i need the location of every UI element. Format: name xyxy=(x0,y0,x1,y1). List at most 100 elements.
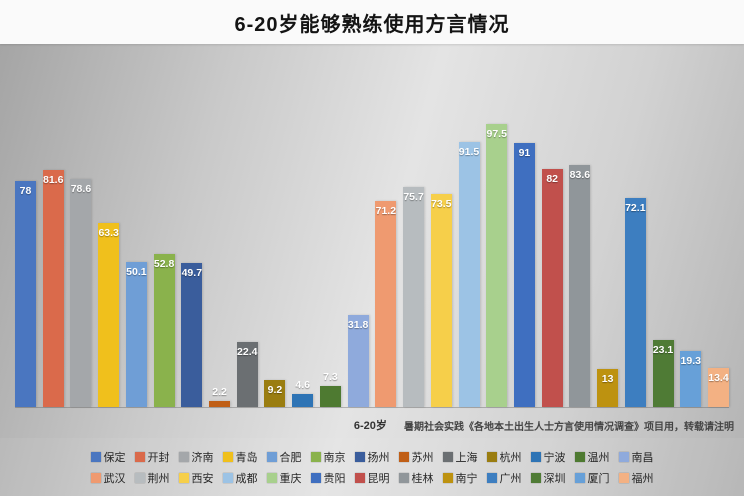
legend-swatch xyxy=(442,451,453,462)
legend-item-25: 厦门 xyxy=(574,470,610,486)
legend-item-16: 西安 xyxy=(178,470,214,486)
legend-label: 保定 xyxy=(103,451,126,464)
bar-group-1: 78 xyxy=(15,107,36,407)
legend-label: 成都 xyxy=(235,472,258,485)
bar-value-label: 13 xyxy=(601,373,614,385)
bar-group-2: 81.6 xyxy=(42,107,64,407)
legend-swatch xyxy=(134,472,145,483)
bar-15 xyxy=(403,187,425,407)
bar-18 xyxy=(486,124,508,407)
legend-label: 合肥 xyxy=(279,451,302,464)
legend-label: 济南 xyxy=(191,451,214,464)
bar-8 xyxy=(209,401,231,407)
legend-swatch xyxy=(90,451,101,462)
bar-value-label: 63.3 xyxy=(98,227,119,239)
bar-group-19: 91 xyxy=(513,107,535,407)
bar-value-label: 82 xyxy=(546,173,558,185)
bar-value-label: 73.5 xyxy=(431,198,452,210)
bar-1 xyxy=(15,181,36,407)
legend-label: 广州 xyxy=(499,472,522,485)
legend-item-24: 深圳 xyxy=(530,470,566,486)
bar-16 xyxy=(430,194,452,407)
bar-value-label: 97.5 xyxy=(486,128,507,140)
legend-item-3: 济南 xyxy=(178,449,214,465)
legend-swatch xyxy=(486,451,497,462)
bar-value-label: 83.6 xyxy=(569,169,591,181)
bar-value-label: 91.5 xyxy=(458,146,480,158)
legend-item-26: 福州 xyxy=(618,470,654,486)
bar-19 xyxy=(513,143,535,407)
bar-value-label: 78.6 xyxy=(70,183,92,195)
plot-area: 78 81.6 78.6 63.3 50.1 52.8 49.7 2.2 22.4 9.2 4.6 7… xyxy=(0,44,744,438)
bar-value-label: 49.7 xyxy=(181,267,203,279)
bar-value-label: 13.4 xyxy=(708,372,729,384)
bar-value-label: 81.6 xyxy=(43,174,64,186)
bar-group-10: 9.2 xyxy=(264,107,286,407)
legend-swatch xyxy=(222,472,233,483)
bar-group-22: 13 xyxy=(597,107,619,407)
legend-label: 南京 xyxy=(323,451,346,464)
legend-swatch xyxy=(574,472,585,483)
bar-group-8: 2.2 xyxy=(209,107,231,407)
legend-item-15: 荆州 xyxy=(134,470,170,486)
bar-11 xyxy=(292,394,314,407)
legend-label: 厦门 xyxy=(587,472,610,485)
bar-25 xyxy=(680,351,702,407)
legend-row-2: 武汉 荆州 西安 成都 重庆 贵阳 昆明 桂林 南宁 广州 深圳 厦门 福州 xyxy=(0,470,744,486)
bar-group-24: 23.1 xyxy=(652,107,674,407)
bar-group-14: 71.2 xyxy=(375,107,397,407)
bar-2 xyxy=(42,170,64,407)
legend-label: 开封 xyxy=(147,451,170,464)
bar-group-25: 19.3 xyxy=(680,107,702,407)
bar-21 xyxy=(569,165,591,407)
legend-item-17: 成都 xyxy=(222,470,258,486)
bar-4 xyxy=(98,223,120,407)
legend-label: 西安 xyxy=(191,472,214,485)
legend-swatch xyxy=(178,472,189,483)
bar-value-label: 71.2 xyxy=(375,205,397,217)
bar-group-18: 97.5 xyxy=(486,107,508,407)
legend-item-12: 温州 xyxy=(574,449,610,465)
bar-value-label: 75.7 xyxy=(403,191,424,203)
legend-label: 温州 xyxy=(587,451,610,464)
legend-item-1: 保定 xyxy=(90,449,126,465)
legend-item-6: 南京 xyxy=(310,449,346,465)
legend-item-4: 青岛 xyxy=(222,449,258,465)
bar-value-label: 23.1 xyxy=(652,344,674,356)
bar-group-23: 72.1 xyxy=(624,107,646,407)
legend-swatch xyxy=(618,472,629,483)
chart-title: 6-20岁能够熟练使用方言情况 xyxy=(0,0,744,44)
bar-group-26: 13.4 xyxy=(707,107,729,407)
bar-value-label: 72.1 xyxy=(625,202,646,214)
legend-swatch xyxy=(618,451,629,462)
bar-value-label: 50.1 xyxy=(126,266,147,278)
bar-group-9: 22.4 xyxy=(236,107,258,407)
legend-label: 昆明 xyxy=(367,472,390,485)
bar-group-21: 83.6 xyxy=(569,107,591,407)
legend-item-22: 南宁 xyxy=(442,470,478,486)
legend-label: 重庆 xyxy=(279,472,302,485)
bar-3 xyxy=(70,179,92,407)
legend: 保定 开封 济南 青岛 合肥 南京 扬州 苏州 上海 杭州 宁波 温州 南昌 武汉 荆州 西安 成都 重庆 贵阳 昆明… xyxy=(0,438,744,496)
bar-7 xyxy=(181,263,203,407)
bar-value-label: 4.6 xyxy=(295,379,310,391)
legend-swatch xyxy=(90,472,101,483)
legend-label: 福州 xyxy=(631,472,654,485)
legend-item-9: 上海 xyxy=(442,449,478,465)
legend-item-18: 重庆 xyxy=(266,470,302,486)
bar-14 xyxy=(375,201,397,407)
legend-label: 南宁 xyxy=(455,472,478,485)
bar-5 xyxy=(125,262,147,407)
bar-group-6: 52.8 xyxy=(153,107,175,407)
bar-group-5: 50.1 xyxy=(125,107,147,407)
legend-swatch xyxy=(222,451,233,462)
legend-label: 桂林 xyxy=(411,472,434,485)
legend-item-19: 贵阳 xyxy=(310,470,346,486)
legend-swatch xyxy=(442,472,453,483)
legend-item-14: 武汉 xyxy=(90,470,126,486)
bar-value-label: 31.8 xyxy=(347,319,369,331)
bar-group-3: 78.6 xyxy=(70,107,92,407)
legend-swatch xyxy=(530,451,541,462)
legend-item-21: 桂林 xyxy=(398,470,434,486)
